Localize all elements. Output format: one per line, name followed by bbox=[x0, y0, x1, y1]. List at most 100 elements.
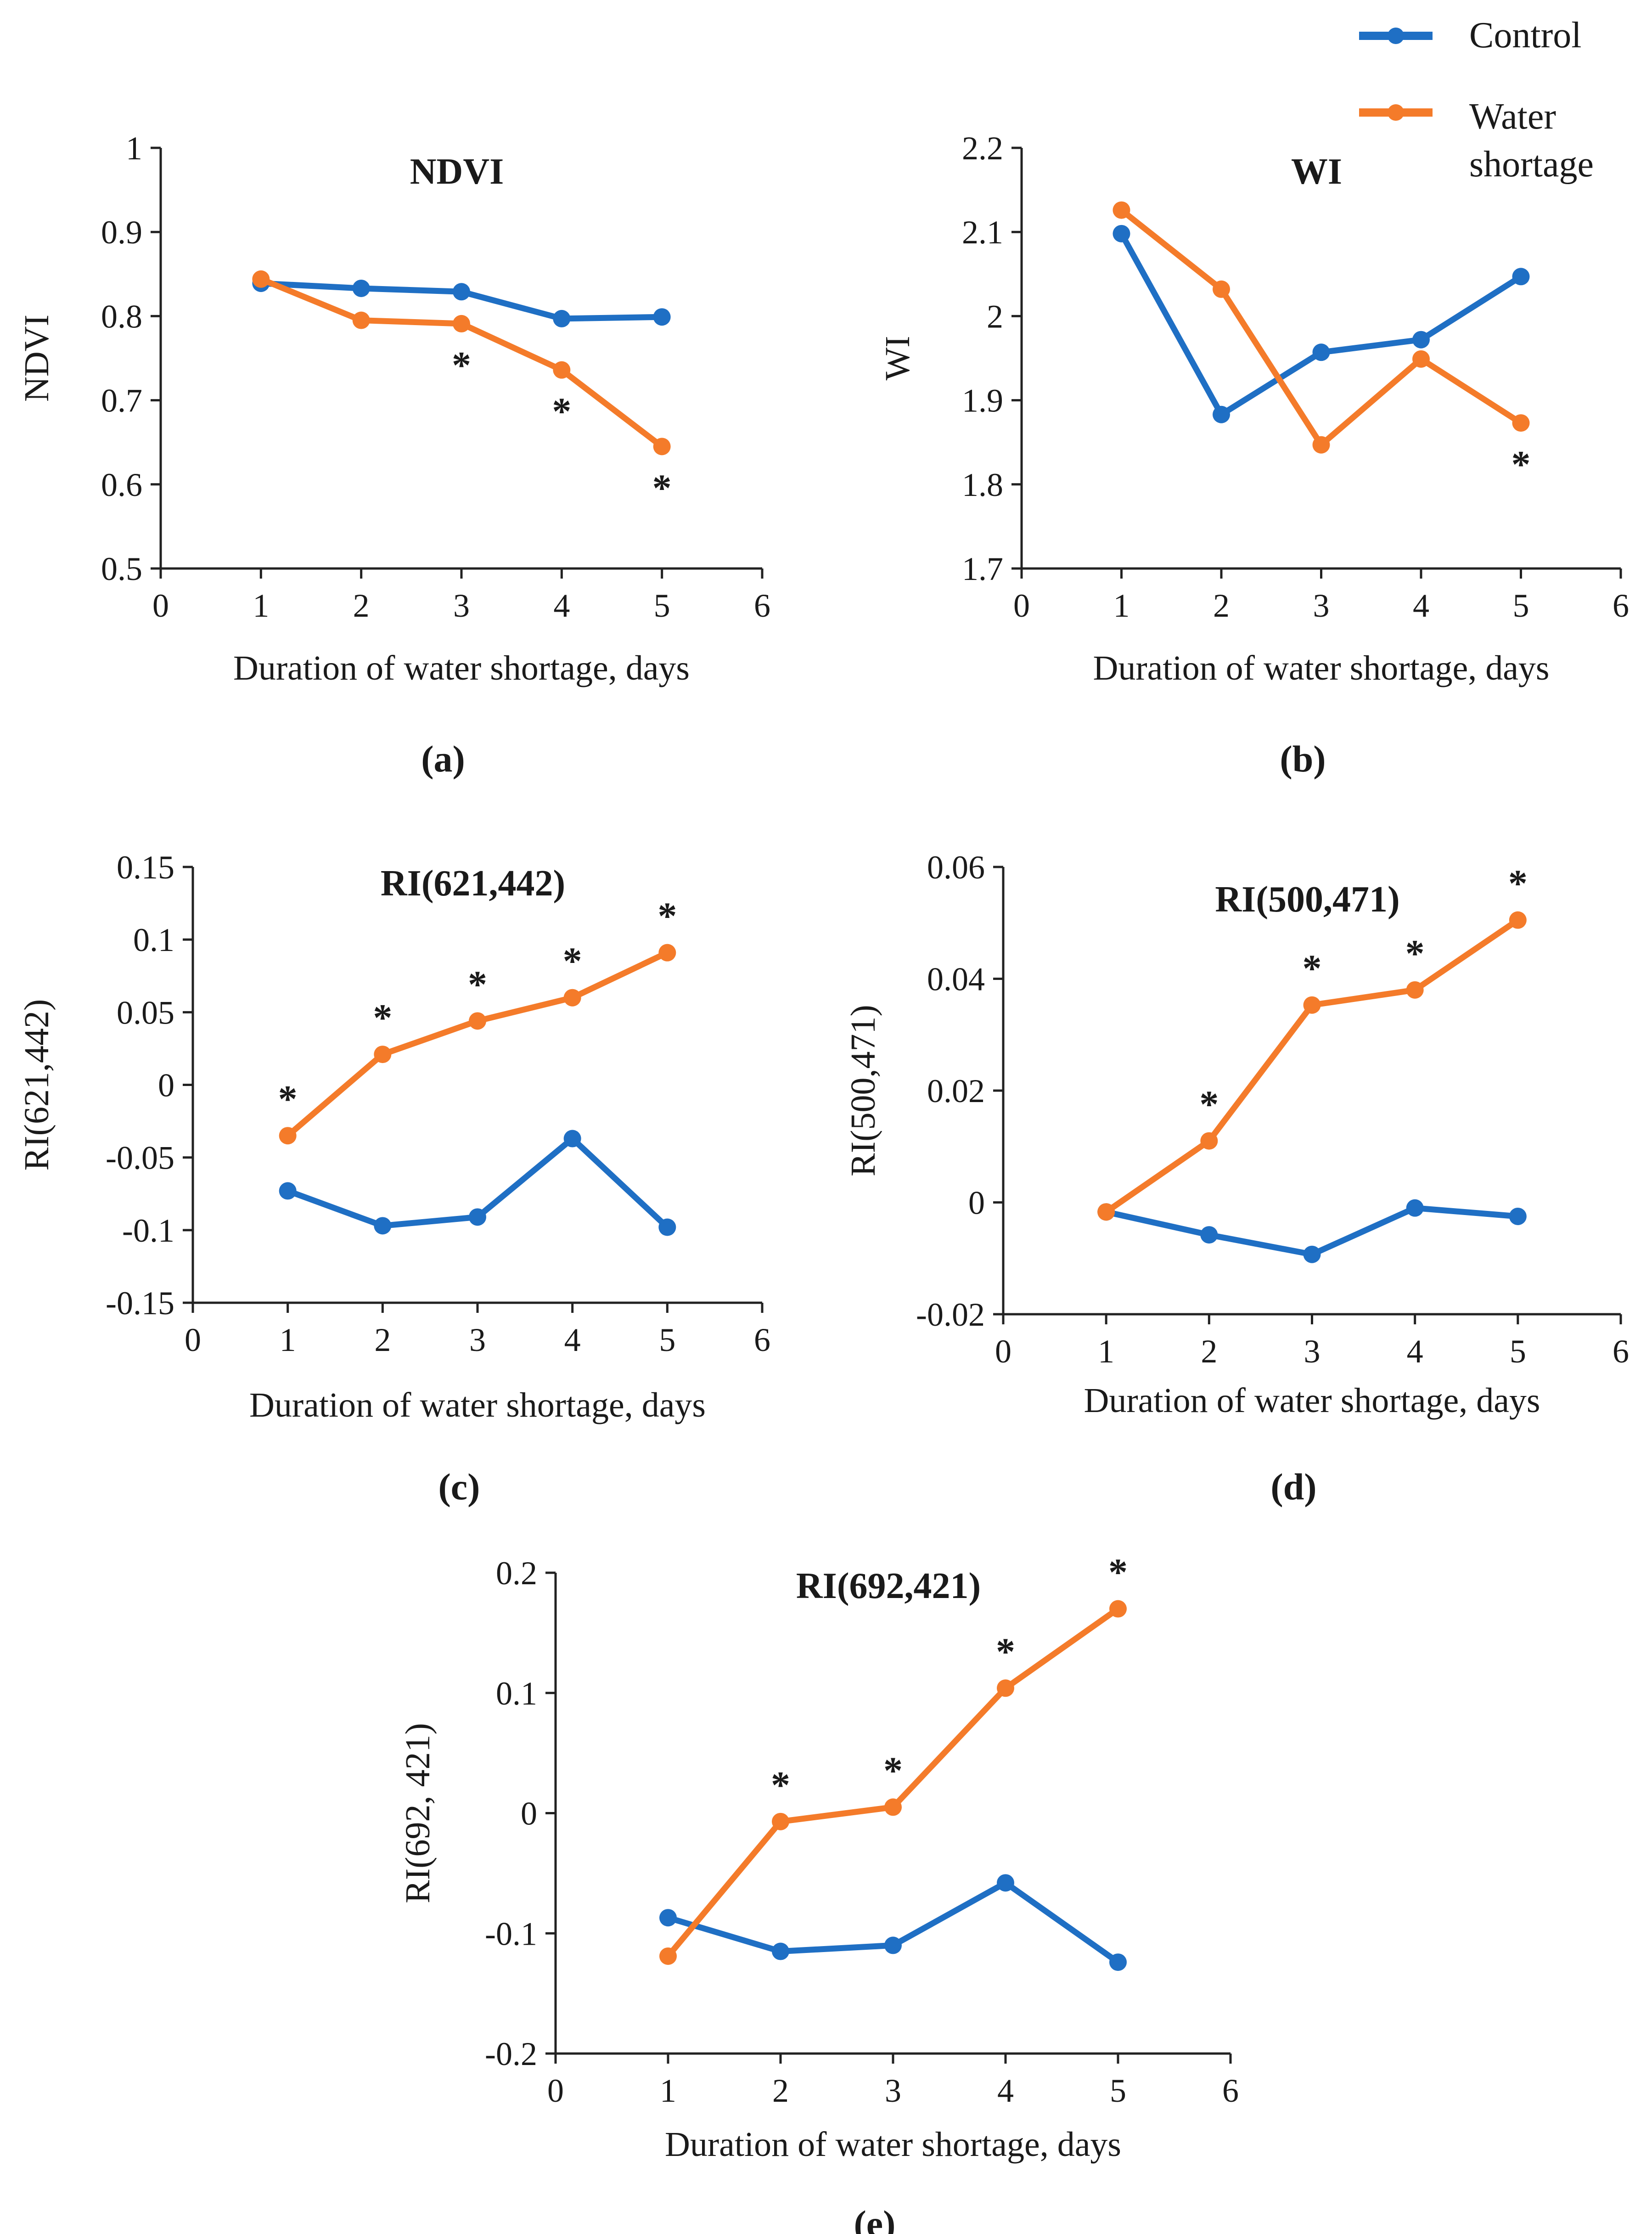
y-tick-label: -0.2 bbox=[485, 2036, 537, 2072]
y-tick-label: 2.1 bbox=[962, 214, 1003, 251]
x-tick-label: 3 bbox=[885, 2072, 901, 2109]
y-axis-title: RI(500,471) bbox=[844, 1005, 882, 1176]
data-point bbox=[1109, 1953, 1127, 1971]
x-tick-label: 3 bbox=[453, 587, 470, 624]
x-tick-label: 1 bbox=[1113, 587, 1130, 624]
x-tick-label: 5 bbox=[654, 587, 670, 624]
data-point bbox=[653, 438, 671, 456]
y-tick-label: -0.1 bbox=[485, 1915, 537, 1952]
data-point bbox=[658, 1218, 676, 1236]
x-tick-label: 0 bbox=[185, 1322, 201, 1358]
data-point bbox=[453, 283, 470, 301]
significance-marker: * bbox=[1512, 443, 1531, 486]
chart-b: 1.7 1.8 1.9 2 2.1 2.2 0 1 2 3 4 5 6 Duration of water… bbox=[878, 130, 1629, 780]
series-control bbox=[1113, 225, 1530, 423]
data-point bbox=[1097, 1203, 1115, 1221]
series-water-shortage bbox=[252, 270, 671, 456]
x-axis-title: Duration of water shortage, days bbox=[233, 649, 690, 687]
panel-label: (d) bbox=[1270, 1466, 1316, 1508]
data-point bbox=[1412, 350, 1430, 368]
legend: Control Water shortage bbox=[1359, 15, 1594, 185]
data-point bbox=[374, 1046, 392, 1064]
data-point bbox=[653, 308, 671, 326]
y-tick-label: 0.1 bbox=[496, 1675, 537, 1712]
significance-marker: * bbox=[996, 1630, 1015, 1673]
x-tick-label: 3 bbox=[1304, 1333, 1320, 1370]
data-point bbox=[374, 1217, 392, 1235]
x-tick-label: 1 bbox=[280, 1322, 296, 1358]
x-tick-label: 4 bbox=[1413, 587, 1429, 624]
y-tick-label: 0.1 bbox=[133, 922, 174, 958]
data-point bbox=[1200, 1226, 1218, 1244]
x-tick-label: 2 bbox=[1213, 587, 1230, 624]
x-tick-label: 6 bbox=[754, 587, 770, 624]
x-tick-label: 1 bbox=[660, 2072, 676, 2109]
data-point bbox=[553, 309, 571, 327]
x-tick-label: 6 bbox=[1613, 587, 1629, 624]
legend-control-marker bbox=[1388, 28, 1404, 44]
x-tick-label: 3 bbox=[469, 1322, 486, 1358]
chart-d: -0.02 0 0.02 0.04 0.06 0 1 2 3 4 5 6 Duration of wat… bbox=[844, 849, 1629, 1508]
significance-marker: * bbox=[452, 344, 471, 387]
chart-title: RI(692,421) bbox=[796, 1566, 981, 1606]
x-tick-label: 4 bbox=[564, 1322, 581, 1358]
series-control bbox=[659, 1874, 1127, 1971]
data-point bbox=[453, 315, 470, 332]
legend-water-shortage-label-line-2: shortage bbox=[1469, 144, 1594, 185]
data-point bbox=[469, 1012, 486, 1030]
data-point bbox=[1303, 1245, 1321, 1263]
data-point bbox=[1113, 225, 1130, 242]
data-point bbox=[1200, 1132, 1218, 1150]
x-tick-label: 4 bbox=[997, 2072, 1014, 2109]
x-tick-label: 2 bbox=[772, 2072, 789, 2109]
x-axis-title: Duration of water shortage, days bbox=[665, 2125, 1121, 2164]
x-tick-label: 4 bbox=[553, 587, 570, 624]
data-point bbox=[772, 1812, 789, 1830]
data-point bbox=[352, 311, 370, 329]
x-axis-title: Duration of water shortage, days bbox=[1084, 1381, 1540, 1420]
y-axis-title: WI bbox=[878, 336, 917, 380]
x-tick-label: 6 bbox=[754, 1322, 770, 1358]
significance-marker: * bbox=[652, 467, 672, 509]
y-tick-label: -0.02 bbox=[916, 1296, 985, 1333]
y-tick-label: 0.9 bbox=[101, 214, 142, 251]
chart-e: -0.2 -0.1 0 0.1 0.2 0 1 2 3 4 5 6 Duration of water … bbox=[399, 1551, 1239, 2234]
chart-a: 0.5 0.6 0.7 0.8 0.9 1 0 1 2 3 4 5 6 Duration of water… bbox=[17, 130, 770, 780]
data-point bbox=[1312, 436, 1330, 454]
data-point bbox=[553, 361, 571, 379]
data-point bbox=[1412, 331, 1430, 349]
data-point bbox=[563, 989, 581, 1007]
y-tick-label: 0 bbox=[968, 1185, 985, 1221]
x-tick-label: 4 bbox=[1407, 1333, 1423, 1370]
data-point bbox=[1509, 1207, 1527, 1225]
series-water-shortage bbox=[1097, 911, 1527, 1221]
x-tick-label: 1 bbox=[1098, 1333, 1114, 1370]
y-tick-label: 1.9 bbox=[962, 383, 1003, 419]
data-point bbox=[1512, 268, 1530, 286]
legend-water-shortage-marker bbox=[1388, 104, 1404, 121]
significance-marker: * bbox=[468, 963, 487, 1006]
x-tick-label: 2 bbox=[353, 587, 370, 624]
data-point bbox=[1312, 343, 1330, 361]
x-tick-label: 3 bbox=[1313, 587, 1330, 624]
y-tick-label: 0.02 bbox=[927, 1073, 985, 1109]
x-tick-label: 5 bbox=[1513, 587, 1529, 624]
y-tick-label: 2.2 bbox=[962, 130, 1003, 167]
y-tick-label: 0 bbox=[521, 1795, 537, 1832]
x-tick-label: 0 bbox=[152, 587, 169, 624]
x-tick-label: 2 bbox=[374, 1322, 391, 1358]
panel-label: (b) bbox=[1280, 738, 1326, 780]
x-tick-label: 5 bbox=[1110, 2072, 1126, 2109]
x-axis-title: Duration of water shortage, days bbox=[1093, 649, 1549, 687]
y-tick-label: 0.5 bbox=[101, 551, 142, 587]
y-tick-label: 0.6 bbox=[101, 467, 142, 503]
y-tick-label: 0.05 bbox=[117, 994, 174, 1031]
data-point bbox=[563, 1130, 581, 1148]
significance-marker: * bbox=[657, 895, 677, 938]
significance-marker: * bbox=[552, 390, 571, 433]
significance-marker: * bbox=[563, 940, 582, 983]
chart-title: WI bbox=[1291, 152, 1342, 192]
y-tick-label: 0.06 bbox=[927, 849, 985, 886]
panel-label: (e) bbox=[854, 2203, 895, 2234]
